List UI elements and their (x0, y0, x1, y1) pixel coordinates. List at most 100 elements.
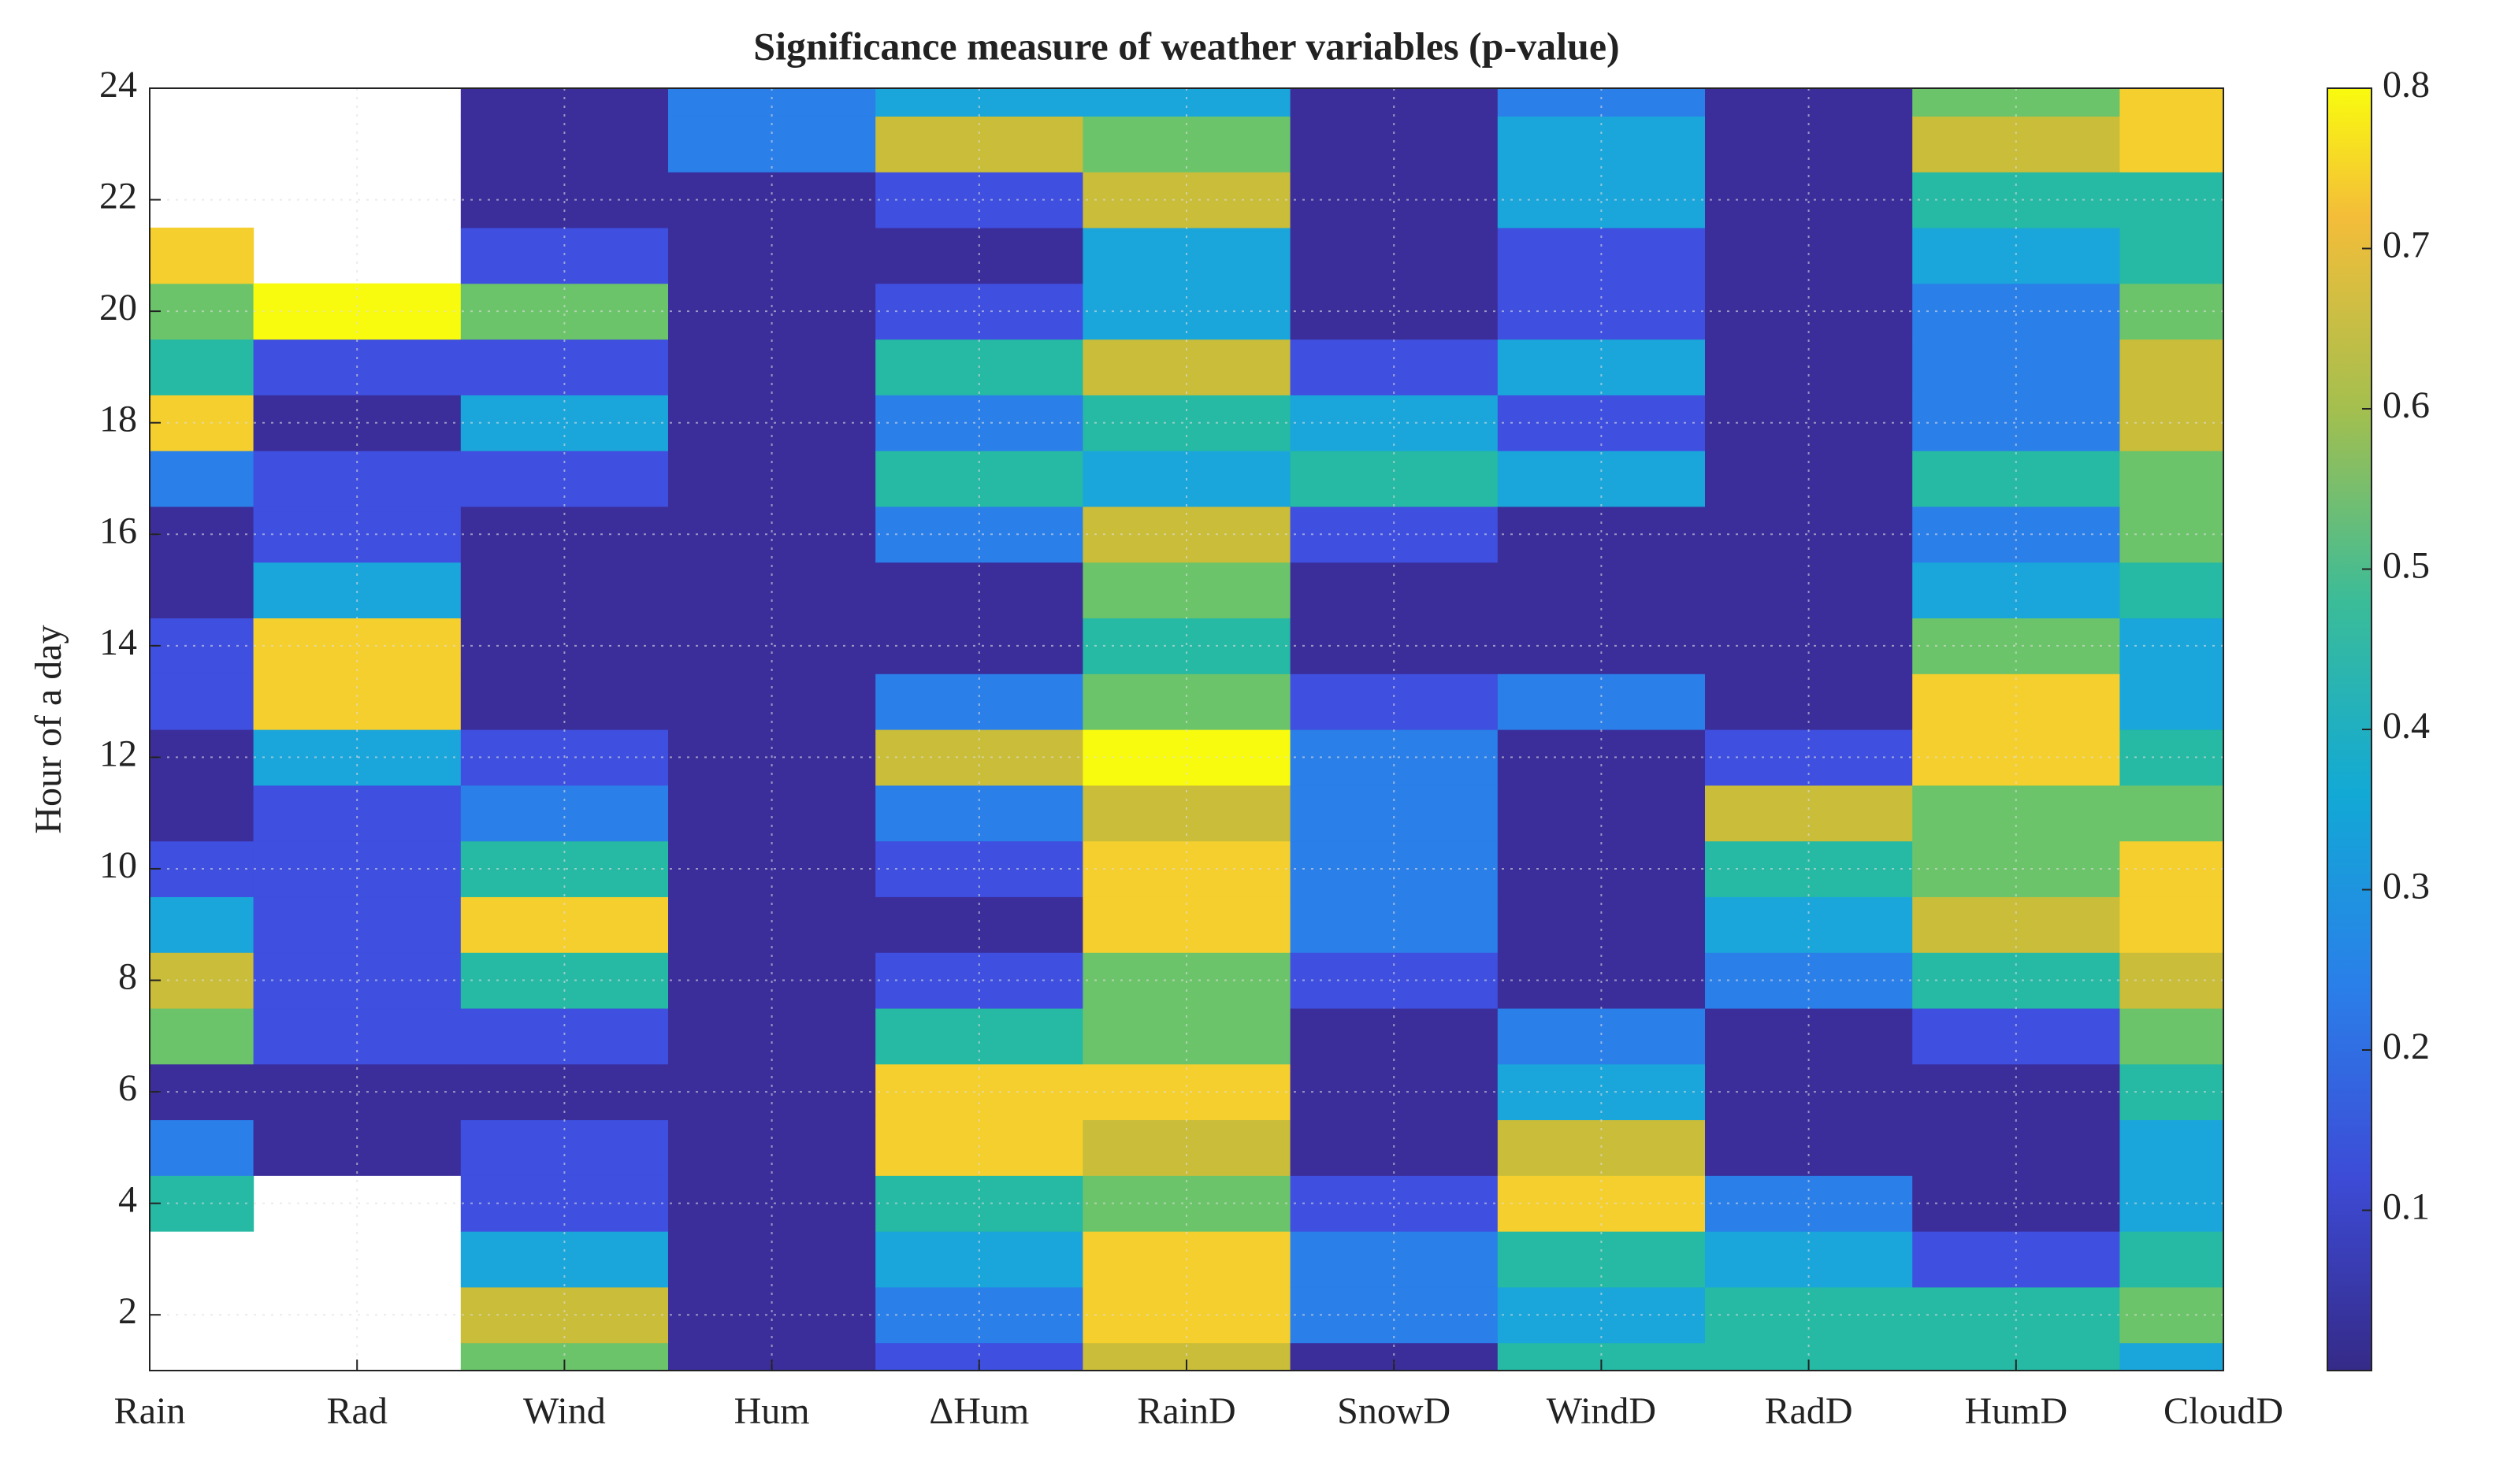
cell (1290, 1175, 1499, 1232)
chart-title: Significance measure of weather variable… (753, 24, 1619, 68)
cell (875, 116, 1083, 173)
cell (1705, 1175, 1913, 1232)
colorbar-tick-label: 0.5 (2383, 545, 2430, 587)
cell (1912, 88, 2120, 117)
cell (1705, 506, 1913, 563)
cell (1497, 896, 1706, 953)
cell (460, 283, 669, 340)
colorbar-tick-label: 0.2 (2383, 1026, 2430, 1067)
cell (668, 506, 876, 563)
y-tick-label: 14 (99, 621, 137, 663)
cell (1912, 896, 2120, 953)
cell (1083, 116, 1291, 173)
cell (668, 116, 876, 173)
cell (1290, 88, 1499, 117)
cell (1497, 88, 1706, 117)
cell (253, 283, 462, 340)
cell (1705, 673, 1913, 730)
cell (2119, 1342, 2224, 1371)
cell (1705, 283, 1913, 340)
x-tick-label: RainD (1137, 1390, 1235, 1432)
cell (150, 785, 254, 842)
x-tick-label: RadD (1765, 1390, 1853, 1432)
cell (1290, 673, 1499, 730)
cell (1290, 896, 1499, 953)
cell (2119, 1286, 2224, 1344)
cell (1912, 506, 2120, 563)
cell (1497, 506, 1706, 563)
cell (668, 1175, 876, 1232)
cell (1705, 785, 1913, 842)
cell (668, 896, 876, 953)
cell (875, 1175, 1083, 1232)
cell (150, 1007, 254, 1065)
cell (460, 395, 669, 451)
cell (150, 1119, 254, 1176)
cell (1290, 1286, 1499, 1344)
y-tick-label: 12 (99, 733, 137, 774)
cell (1083, 395, 1291, 451)
cell (2119, 896, 2224, 953)
cell (460, 785, 669, 842)
y-axis-label: Hour of a day (28, 625, 69, 833)
cell (460, 88, 669, 117)
y-tick-label: 20 (99, 287, 137, 328)
cell (253, 785, 462, 842)
cell (1705, 395, 1913, 451)
cell (1083, 896, 1291, 953)
cell (668, 785, 876, 842)
cell (1912, 1286, 2120, 1344)
cell (253, 395, 462, 451)
cell (1912, 1175, 2120, 1232)
cell (150, 562, 254, 619)
cell (460, 506, 669, 563)
cell (2119, 618, 2224, 674)
cell (1497, 1175, 1706, 1232)
cell (2119, 227, 2224, 284)
cell (668, 395, 876, 451)
cell (1705, 88, 1913, 117)
x-tick-label: SnowD (1337, 1390, 1450, 1432)
y-tick-label: 16 (99, 510, 137, 551)
cell (150, 673, 254, 730)
y-tick-label: 24 (99, 64, 137, 106)
x-tick-label: Rain (114, 1390, 186, 1432)
cell (1705, 1286, 1913, 1344)
colorbar-tick-label: 0.4 (2383, 705, 2430, 747)
y-tick-label: 18 (99, 399, 137, 440)
cell (1083, 88, 1291, 117)
cell (150, 896, 254, 953)
x-tick-label: WindD (1547, 1390, 1656, 1432)
cell (150, 227, 254, 284)
cell (460, 116, 669, 173)
cell (460, 1286, 669, 1344)
colorbar-tick-label: 0.3 (2383, 866, 2430, 907)
cell (668, 1286, 876, 1344)
cell (2119, 729, 2224, 786)
x-tick-label: Rad (327, 1390, 388, 1432)
colorbar-tick-label: 0.1 (2383, 1186, 2430, 1228)
cell (253, 896, 462, 953)
cell (875, 673, 1083, 730)
cell (2119, 1007, 2224, 1065)
cell (1705, 116, 1913, 173)
cell (253, 673, 462, 730)
colorbar-tick-label: 0.8 (2383, 64, 2430, 106)
cell (1083, 1286, 1291, 1344)
cell (2119, 1175, 2224, 1232)
x-tick-label: Hum (734, 1390, 810, 1432)
y-tick-label: 2 (118, 1290, 137, 1332)
cell (2119, 840, 2224, 897)
cell (1497, 283, 1706, 340)
y-tick-label: 4 (118, 1179, 137, 1221)
cell (2119, 451, 2224, 507)
cell (2119, 339, 2224, 395)
cell (1497, 116, 1706, 173)
cell (1083, 785, 1291, 842)
cell (875, 1286, 1083, 1344)
cell (1290, 283, 1499, 340)
cell (1083, 283, 1291, 340)
cell (875, 88, 1083, 117)
cell (1497, 785, 1706, 842)
